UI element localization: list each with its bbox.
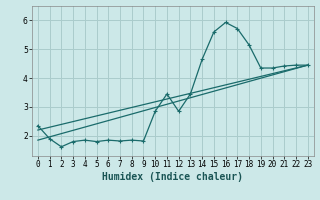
X-axis label: Humidex (Indice chaleur): Humidex (Indice chaleur) [102, 172, 243, 182]
